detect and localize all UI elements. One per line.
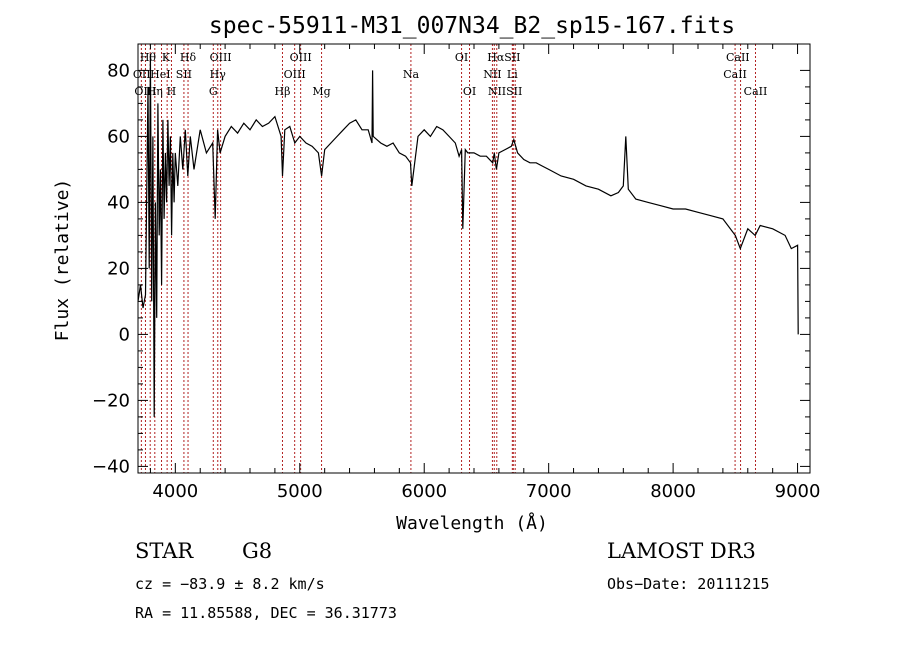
line-label: HαSII [487, 51, 520, 64]
line-label: Na [403, 68, 420, 81]
line-label: Li [507, 68, 518, 81]
object-subclass: G8 [242, 539, 273, 563]
x-tick-label: 9000 [775, 481, 821, 502]
redshift-cz: cz = −83.9 ± 8.2 km/s [135, 575, 325, 593]
line-label: SII [176, 68, 192, 81]
x-tick-label: 6000 [401, 481, 447, 502]
y-tick-label: −20 [92, 390, 130, 411]
flux-series [137, 53, 799, 417]
y-tick-label: 80 [107, 60, 130, 81]
line-label: Hδ [180, 51, 197, 64]
line-label: K [162, 51, 171, 64]
line-label: Hη [147, 85, 163, 98]
line-label: CaII [744, 85, 768, 98]
y-tick-label: 0 [119, 324, 130, 345]
ra-dec: RA = 11.85588, DEC = 36.31773 [135, 604, 397, 622]
line-label: HeI [150, 68, 170, 81]
x-axis: 4000 5000 6000 7000 8000 9000 [149, 44, 821, 502]
line-label: NII [483, 68, 501, 81]
line-label: CaII [723, 68, 747, 81]
x-tick-label: 5000 [277, 481, 323, 502]
line-label: OIII [290, 51, 312, 64]
line-label: OIII [210, 51, 232, 64]
survey-name: LAMOST DR3 [607, 539, 756, 563]
chart-title: spec-55911-M31_007N34_B2_sp15-167.fits [209, 13, 735, 39]
line-label: OIII [284, 68, 306, 81]
line-label: NIISII [488, 85, 523, 98]
x-tick-label: 8000 [650, 481, 696, 502]
line-label: CaII [726, 51, 750, 64]
line-labels: Hθ K Hδ OIII OIII OI HαSII CaII OII HeI SII Hγ OIII N… [133, 51, 767, 98]
line-label: G [209, 85, 218, 98]
y-axis-label: Flux (relative) [52, 179, 73, 342]
line-label: Hθ [140, 51, 157, 64]
object-class: STAR [135, 539, 194, 563]
line-label: OII [133, 68, 151, 81]
y-tick-label: 40 [107, 192, 130, 213]
y-tick-label: 20 [107, 258, 130, 279]
y-tick-label: −40 [92, 456, 130, 477]
x-tick-label: 4000 [152, 481, 198, 502]
line-label: H [167, 85, 177, 98]
line-label: Mg [312, 85, 330, 98]
emission-lines [140, 44, 756, 473]
x-tick-label: 7000 [526, 481, 572, 502]
line-label: Hγ [210, 68, 227, 81]
y-axis: −40 −20 0 20 40 60 80 [92, 60, 810, 477]
line-label: Hβ [275, 85, 291, 98]
plot-frame [137, 43, 811, 474]
line-label: OI [455, 51, 468, 64]
observation-date: Obs−Date: 20111215 [607, 575, 770, 593]
x-axis-label: Wavelength (Å) [396, 512, 548, 534]
y-tick-label: 60 [107, 126, 130, 147]
line-label: OI [463, 85, 476, 98]
